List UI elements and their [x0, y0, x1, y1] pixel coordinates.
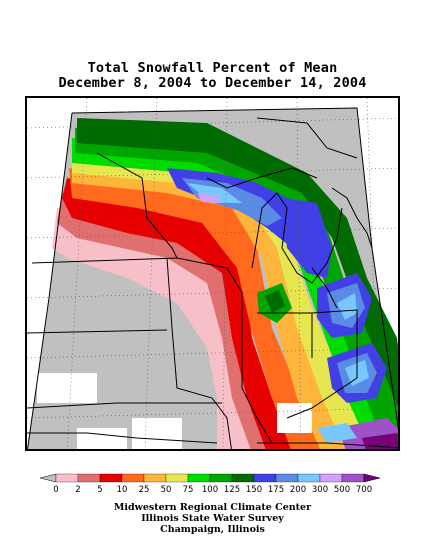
legend-label: 500: [333, 485, 351, 495]
legend-arrow-left: [40, 473, 57, 483]
legend-swatch: [231, 473, 255, 483]
snowfall-map: [25, 96, 400, 451]
legend-swatch: [143, 473, 167, 483]
legend-arrow-right: [363, 473, 380, 483]
credit-line2: Illinois State Water Survey: [141, 513, 284, 524]
legend-swatch: [77, 473, 101, 483]
yellow-orange-band: [72, 158, 355, 449]
legend-label: 75: [182, 485, 194, 495]
legend-label: 700: [355, 485, 373, 495]
legend-swatch: [253, 473, 277, 483]
legend-swatch: [319, 473, 343, 483]
legend-swatch: [341, 473, 365, 483]
color-legend: [40, 473, 380, 483]
blue-region-michigan: [282, 198, 332, 278]
legend-swatch: [297, 473, 321, 483]
yellow-band: [72, 148, 371, 449]
no-data-box-2: [77, 428, 127, 449]
legend-label: 50: [160, 485, 172, 495]
no-data-box-4: [277, 403, 312, 433]
state-boundaries: [27, 107, 398, 449]
light-blue-region-bottom: [317, 423, 357, 443]
legend-swatch: [165, 473, 189, 483]
no-data-box-1: [37, 373, 97, 403]
dark-green-band: [77, 118, 398, 408]
legend-label: 100: [201, 485, 219, 495]
map-title-line2: December 8, 2004 to December 14, 2004: [58, 75, 367, 91]
dark-green-patch-center: [265, 290, 285, 313]
legend-swatch: [55, 473, 79, 483]
map-canvas: [27, 98, 398, 449]
legend-swatch: [209, 473, 233, 483]
legend-label: 300: [311, 485, 329, 495]
legend-swatch: [187, 473, 211, 483]
legend-label: 10: [116, 485, 128, 495]
cyan-region-north: [187, 183, 242, 203]
legend-swatch: [275, 473, 299, 483]
graticule: [27, 98, 398, 449]
credit-line1: Midwestern Regional Climate Center: [113, 502, 312, 513]
legend-label: 25: [138, 485, 150, 495]
legend-label: 125: [223, 485, 241, 495]
legend-label: 5: [97, 485, 103, 495]
legend-label: 175: [267, 485, 285, 495]
legend-label: 150: [245, 485, 263, 495]
dark-purple-region-southeast: [362, 433, 398, 449]
lavender-region-north: [197, 193, 222, 203]
credit-line3: Champaign, Illinois: [160, 524, 265, 535]
legend-label: 200: [289, 485, 307, 495]
cyan-region-east: [337, 293, 357, 320]
green-band: [72, 138, 396, 449]
legend-label: 0: [53, 485, 59, 495]
legend-label: 2: [75, 485, 81, 495]
no-data-box-3: [132, 418, 182, 449]
legend-swatch: [99, 473, 123, 483]
legend-swatch: [121, 473, 145, 483]
map-title-line1: Total Snowfall Percent of Mean: [87, 60, 338, 76]
